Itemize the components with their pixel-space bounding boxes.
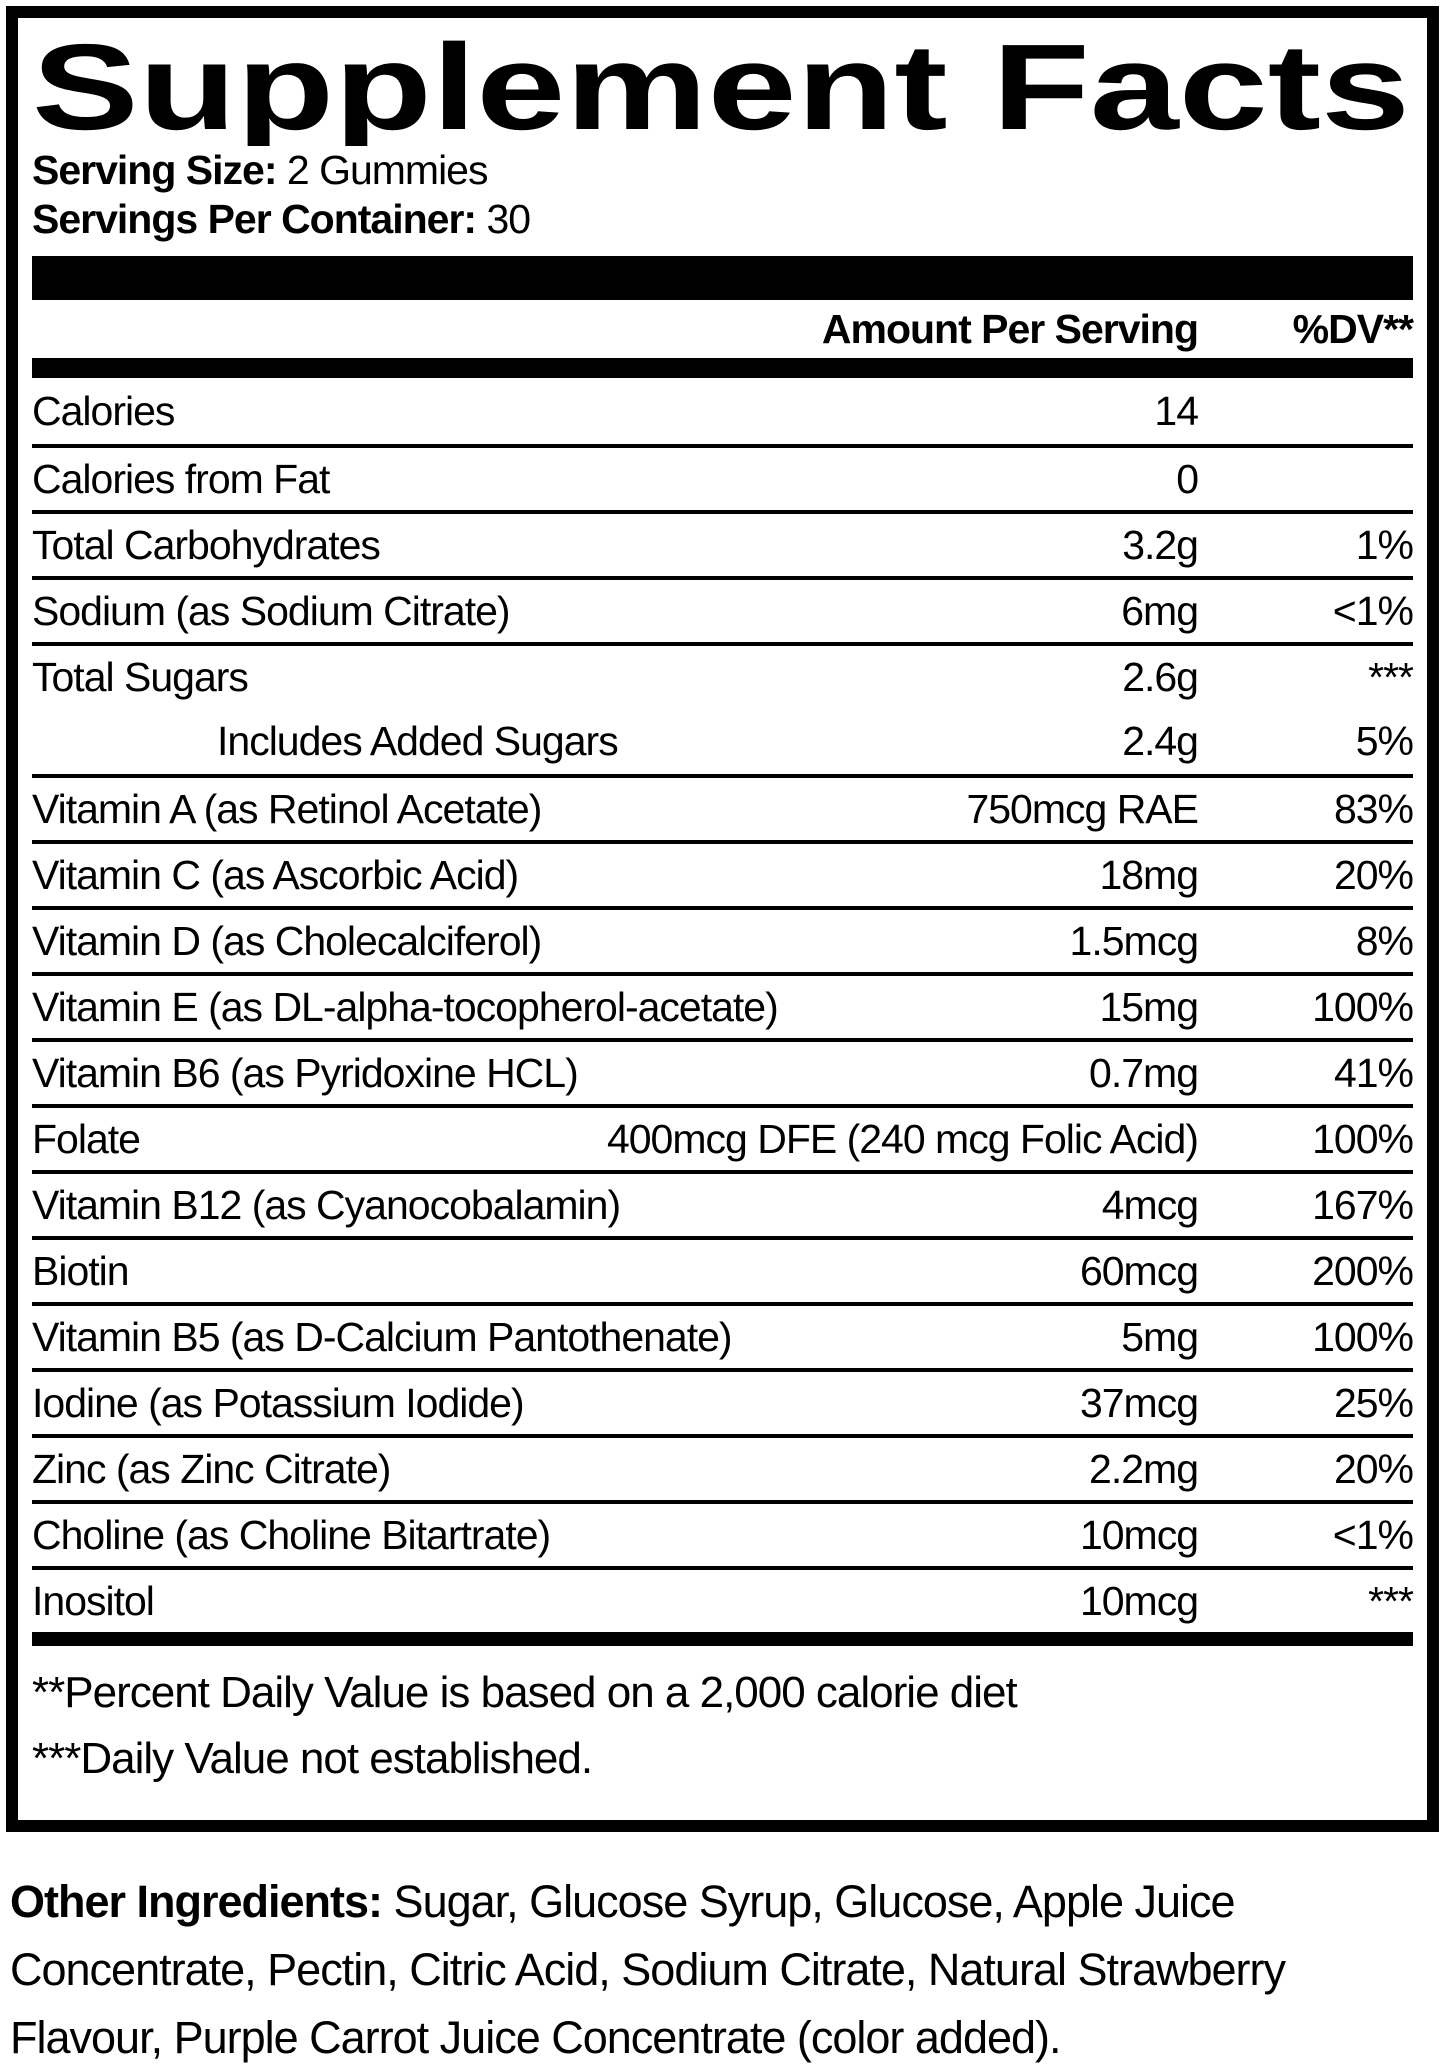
- table-row-sodium: Sodium (as Sodium Citrate) 6mg <1%: [32, 576, 1414, 642]
- supplement-facts-panel: Supplement Facts Serving Size: 2 Gummies…: [6, 6, 1439, 1832]
- divider-thin-header: [32, 358, 1413, 378]
- footnotes: **Percent Daily Value is based on a 2,00…: [32, 1646, 1413, 1810]
- nutrient-dv: <1%: [1332, 1511, 1414, 1558]
- table-row-total-sugars: Total Sugars 2.6g ***: [32, 642, 1414, 708]
- nutrient-amount: 0.7mg: [1089, 1049, 1199, 1096]
- nutrient-dv: 83%: [1333, 785, 1414, 832]
- nutrient-dv: 100%: [1312, 1115, 1414, 1162]
- table-row-calories-from-fat: Calories from Fat 0: [32, 444, 1413, 510]
- nutrient-name: Choline (as Choline Bitartrate): [32, 1511, 551, 1558]
- table-row-calories: Calories 14: [32, 378, 1413, 444]
- nutrient-dv: 5%: [1355, 717, 1414, 764]
- table-row-inositol: Inositol 10mcg ***: [32, 1566, 1414, 1632]
- nutrient-amount: 60mcg: [1079, 1247, 1199, 1294]
- nutrient-dv: 100%: [1312, 1313, 1414, 1360]
- nutrient-dv: 1%: [1355, 521, 1414, 568]
- nutrient-name: Iodine (as Potassium Iodide): [32, 1379, 525, 1426]
- nutrient-dv: 25%: [1333, 1379, 1414, 1426]
- table-row-folate: Folate 400mcg DFE (240 mcg Folic Acid) 1…: [32, 1104, 1414, 1170]
- nutrient-dv: 8%: [1355, 917, 1414, 964]
- table-row-vitamin-b5: Vitamin B5 (as D-Calcium Pantothenate) 5…: [32, 1302, 1414, 1368]
- nutrient-dv: 20%: [1333, 1445, 1414, 1492]
- nutrient-dv: ***: [1368, 1577, 1414, 1624]
- nutrient-amount: 18mg: [1099, 851, 1199, 898]
- serving-size-label: Serving Size:: [32, 147, 277, 193]
- nutrient-name: Vitamin B6 (as Pyridoxine HCL): [32, 1049, 579, 1096]
- table-row-zinc: Zinc (as Zinc Citrate) 2.2mg 20%: [32, 1434, 1414, 1500]
- nutrient-dv: 167%: [1312, 1181, 1414, 1228]
- nutrient-dv: 41%: [1333, 1049, 1414, 1096]
- other-ingredients-label: Other Ingredients:: [10, 1876, 383, 1927]
- table-row-vitamin-d: Vitamin D (as Cholecalciferol) 1.5mcg 8%: [32, 906, 1414, 972]
- nutrient-amount: 15mg: [1099, 983, 1199, 1030]
- footnote-not-established: ***Daily Value not established.: [32, 1734, 593, 1783]
- nutrient-amount: 4mcg: [1101, 1181, 1199, 1228]
- table-row-vitamin-a: Vitamin A (as Retinol Acetate) 750mcg RA…: [32, 774, 1414, 840]
- nutrient-amount: 10mcg: [1079, 1511, 1199, 1558]
- table-row-vitamin-c: Vitamin C (as Ascorbic Acid) 18mg 20%: [32, 840, 1414, 906]
- divider-thick-bottom: [32, 1632, 1413, 1646]
- nutrient-name: Total Carbohydrates: [32, 521, 381, 568]
- nutrient-amount: 750mcg RAE: [966, 785, 1199, 832]
- nutrient-name: Sodium (as Sodium Citrate): [32, 587, 511, 634]
- table-row-vitamin-b12: Vitamin B12 (as Cyanocobalamin) 4mcg 167…: [32, 1170, 1414, 1236]
- nutrient-amount: 2.2mg: [1089, 1445, 1199, 1492]
- nutrient-amount: 400mcg DFE (240 mcg Folic Acid): [606, 1115, 1199, 1162]
- serving-size-value: 2 Gummies: [276, 147, 489, 193]
- table-row-choline: Choline (as Choline Bitartrate) 10mcg <1…: [32, 1500, 1414, 1566]
- table-row-vitamin-b6: Vitamin B6 (as Pyridoxine HCL) 0.7mg 41%: [32, 1038, 1414, 1104]
- nutrient-name: Zinc (as Zinc Citrate): [32, 1445, 391, 1492]
- nutrient-amount: 0: [1176, 455, 1199, 502]
- nutrient-amount: 5mg: [1121, 1313, 1199, 1360]
- nutrient-name: Vitamin D (as Cholecalciferol): [32, 917, 542, 964]
- servings-per-container-label: Servings Per Container:: [32, 196, 477, 242]
- nutrient-amount: 2.6g: [1122, 653, 1199, 700]
- table-row-total-carbohydrates: Total Carbohydrates 3.2g 1%: [32, 510, 1414, 576]
- nutrient-amount: 37mcg: [1079, 1379, 1199, 1426]
- nutrient-name: Total Sugars: [32, 653, 249, 700]
- divider-thick-top: [32, 256, 1413, 300]
- header-amount-per-serving: Amount Per Serving: [821, 305, 1199, 352]
- other-ingredients: Other Ingredients: Sugar, Glucose Syrup,…: [0, 1832, 1445, 2072]
- nutrient-name: Vitamin B5 (as D-Calcium Pantothenate): [32, 1313, 733, 1360]
- panel-title-text: Supplement Facts: [32, 24, 1410, 146]
- nutrient-name: Inositol: [32, 1577, 155, 1624]
- nutrient-table: Calories 14 Calories from Fat 0 Total Ca…: [32, 378, 1414, 1632]
- servings-per-container-line: Servings Per Container: 30: [32, 195, 1413, 244]
- nutrient-name: Folate: [32, 1115, 141, 1162]
- nutrient-name: Includes Added Sugars: [217, 717, 619, 764]
- nutrient-dv: 100%: [1312, 983, 1414, 1030]
- nutrient-amount: 10mcg: [1079, 1577, 1199, 1624]
- nutrient-amount: 6mg: [1121, 587, 1199, 634]
- nutrient-amount: 2.4g: [1122, 717, 1199, 764]
- table-row-iodine: Iodine (as Potassium Iodide) 37mcg 25%: [32, 1368, 1414, 1434]
- nutrient-name: Vitamin C (as Ascorbic Acid): [32, 851, 519, 898]
- nutrient-name: Vitamin E (as DL-alpha-tocopherol-acetat…: [32, 983, 779, 1030]
- nutrient-name: Vitamin B12 (as Cyanocobalamin): [32, 1181, 621, 1228]
- table-row-vitamin-e: Vitamin E (as DL-alpha-tocopherol-acetat…: [32, 972, 1414, 1038]
- nutrient-dv: ***: [1368, 653, 1414, 700]
- nutrient-name: Biotin: [32, 1247, 130, 1294]
- table-row-biotin: Biotin 60mcg 200%: [32, 1236, 1414, 1302]
- nutrient-amount: 1.5mcg: [1069, 917, 1199, 964]
- table-row-includes-added-sugars: Includes Added Sugars 2.4g 5%: [32, 708, 1414, 774]
- servings-per-container-value: 30: [476, 196, 531, 242]
- nutrient-amount: 3.2g: [1122, 521, 1199, 568]
- nutrient-dv: <1%: [1332, 587, 1414, 634]
- table-header-row: Amount Per Serving %DV**: [32, 300, 1414, 358]
- nutrient-name: Vitamin A (as Retinol Acetate): [32, 785, 542, 832]
- nutrient-dv: 200%: [1312, 1247, 1414, 1294]
- nutrient-name: Calories from Fat: [32, 455, 330, 502]
- serving-size-line: Serving Size: 2 Gummies: [32, 146, 1413, 195]
- nutrient-dv: 20%: [1333, 851, 1414, 898]
- nutrient-amount: 14: [1154, 387, 1199, 434]
- footnote-daily-value: **Percent Daily Value is based on a 2,00…: [32, 1668, 1018, 1717]
- panel-title: Supplement Facts: [32, 24, 1413, 146]
- nutrient-name: Calories: [32, 387, 175, 434]
- header-percent-dv: %DV**: [1292, 305, 1414, 352]
